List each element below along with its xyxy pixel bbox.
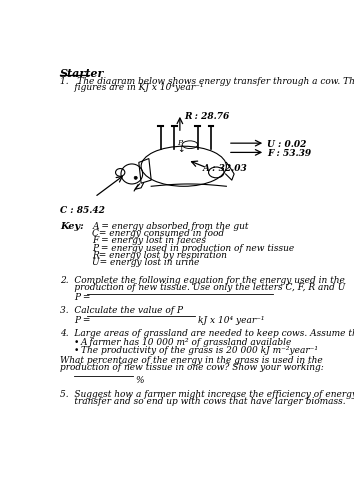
Text: R= energy lost by respiration: R= energy lost by respiration	[92, 251, 227, 260]
Text: A farmer has 10 000 m² of grassland available: A farmer has 10 000 m² of grassland avai…	[81, 338, 292, 347]
Text: C : 85.42: C : 85.42	[60, 206, 105, 216]
Text: %: %	[136, 376, 144, 386]
Text: P =: P =	[74, 316, 93, 324]
Text: production of new tissue in one cow? Show your working:: production of new tissue in one cow? Sho…	[60, 364, 324, 372]
Text: Key:: Key:	[60, 222, 84, 230]
Text: U : 0.02: U : 0.02	[268, 140, 307, 149]
Text: P = energy used in production of new tissue: P = energy used in production of new tis…	[92, 244, 295, 252]
Text: 3.  Calculate the value of P: 3. Calculate the value of P	[60, 306, 183, 314]
Text: 1.   The diagram below shows energy transfer through a cow. The: 1. The diagram below shows energy transf…	[60, 77, 354, 86]
Text: What percentage of the energy in the grass is used in the: What percentage of the energy in the gra…	[60, 356, 322, 366]
Text: The productivity of the grass is 20 000 kJ m⁻²year⁻¹: The productivity of the grass is 20 000 …	[81, 346, 318, 356]
Text: F = energy lost in faeces: F = energy lost in faeces	[92, 236, 206, 246]
Text: Starter: Starter	[60, 68, 104, 78]
Text: F : 53.39: F : 53.39	[268, 150, 312, 158]
Text: 4.  Large areas of grassland are needed to keep cows. Assume that:: 4. Large areas of grassland are needed t…	[60, 328, 354, 338]
Text: •: •	[74, 346, 79, 356]
Text: R : 28.76: R : 28.76	[184, 112, 229, 122]
Text: 2.  Complete the following equation for the energy used in the: 2. Complete the following equation for t…	[60, 276, 345, 285]
Text: P: P	[178, 138, 183, 146]
Text: •: •	[74, 338, 79, 347]
Circle shape	[134, 176, 137, 180]
Text: A = energy absorbed from the gut: A = energy absorbed from the gut	[92, 222, 249, 230]
Text: production of new tissue. Use only the letters C, F, R and U: production of new tissue. Use only the l…	[60, 284, 345, 292]
Text: ↓: ↓	[178, 144, 185, 154]
Text: transfer and so end up with cows that have larger biomass.: transfer and so end up with cows that ha…	[60, 398, 346, 406]
Text: kJ x 10⁴ year⁻¹: kJ x 10⁴ year⁻¹	[198, 316, 264, 324]
Text: 5.  Suggest how a farmer might increase the efficiency of energy: 5. Suggest how a farmer might increase t…	[60, 390, 354, 400]
Text: P =: P =	[74, 294, 93, 302]
Text: figures are in KJ x 10⁴year⁻¹: figures are in KJ x 10⁴year⁻¹	[60, 83, 203, 92]
Text: C= energy consumed in food: C= energy consumed in food	[92, 229, 224, 238]
Text: U= energy lost in urine: U= energy lost in urine	[92, 258, 200, 268]
Text: A : 32.03: A : 32.03	[203, 164, 248, 173]
